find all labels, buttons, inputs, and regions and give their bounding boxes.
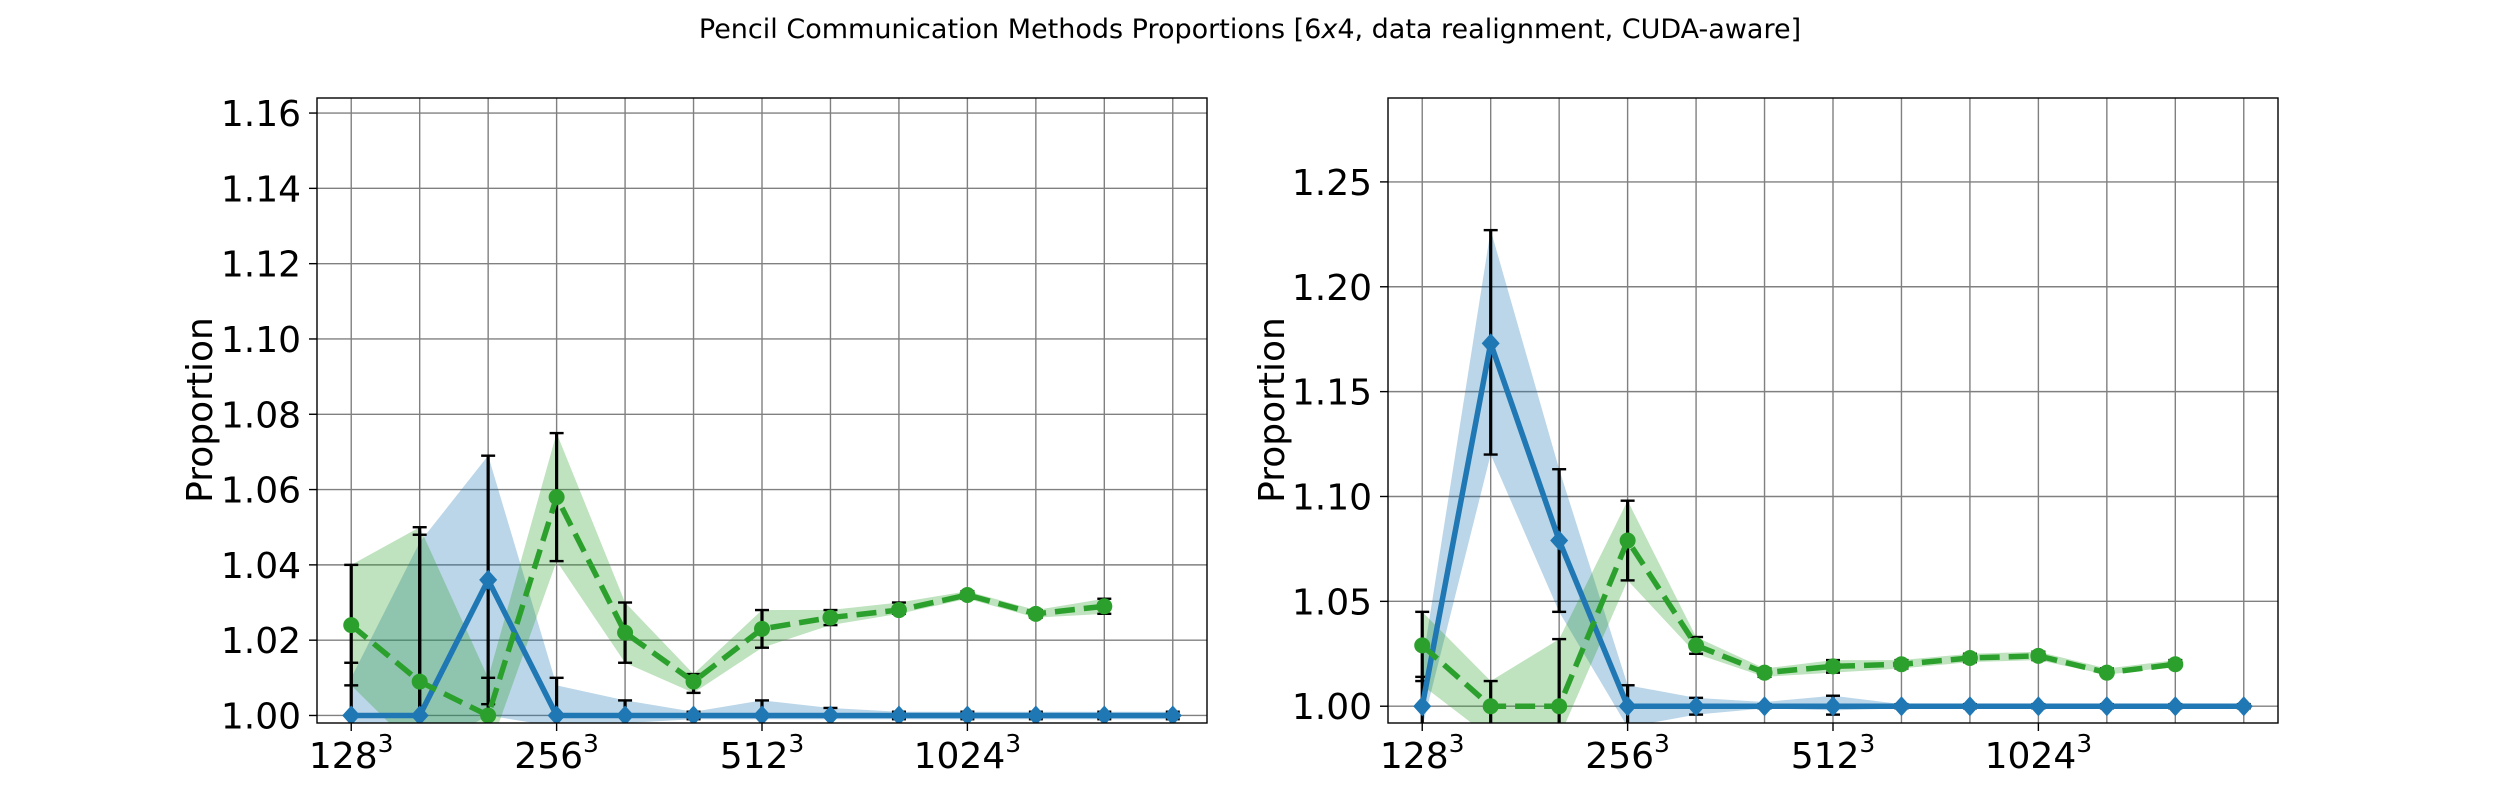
right-blue-data-point: [1824, 696, 1842, 717]
left-y-tick-label: 1.10: [221, 320, 301, 361]
left-blue-data-point: [958, 705, 977, 723]
right-green-data-point: [1688, 637, 1705, 654]
right-blue-data-point: [1413, 696, 1432, 717]
left-blue-data-point: [547, 705, 566, 723]
right-y-axis-label: Proportion: [1252, 317, 1293, 503]
left-y-tick-label: 1.12: [221, 245, 301, 286]
left-plot-area: [342, 431, 1182, 723]
right-green-error-bar: [1552, 637, 1567, 723]
left-x-tick-label: 2563: [514, 729, 599, 777]
left-y-tick-label: 1.08: [221, 395, 301, 436]
right-x-tick-label: 1283: [1380, 729, 1465, 777]
right-y-tick-label: 1.25: [1292, 163, 1372, 204]
left-blue-data-point: [1026, 705, 1045, 723]
left-green-data-point: [1096, 598, 1113, 615]
left-y-axis-label: Proportion: [180, 317, 221, 503]
left-green-data-point: [617, 624, 634, 641]
left-blue-confidence-band: [351, 455, 1173, 723]
right-blue-data-point: [2029, 696, 2048, 717]
right-green-data-point: [1414, 637, 1431, 654]
left-green-data-point: [480, 707, 497, 723]
right-x-tick-label: 10243: [1985, 729, 2093, 777]
right-blue-data-point: [2234, 696, 2253, 717]
left-y-tick-label: 1.00: [221, 696, 301, 737]
right-green-data-point: [1756, 664, 1773, 681]
left-x-tick-label: 1283: [309, 729, 394, 777]
right-subplot: 1.00 1.05 1.10 1.15 1.20 1.25 1283 2563 5123 1024…: [1252, 97, 2279, 777]
right-green-data-point: [1619, 532, 1636, 549]
left-green-data-point: [411, 673, 428, 690]
left-green-confidence-band: [351, 433, 1105, 723]
left-blue-data-point: [1095, 705, 1114, 723]
left-green-data-point: [548, 489, 565, 506]
right-blue-data-point: [1550, 530, 1569, 551]
figure-title: Pencil Communication Methods Proportions…: [699, 14, 1801, 45]
left-ticks: 1.00 1.02 1.04 1.06 1.08 1.10 1.12 1.14 1.16 1283…: [221, 94, 1021, 777]
left-green-error-bar: [412, 526, 427, 723]
right-green-data-point: [1825, 658, 1841, 675]
left-subplot: 1.00 1.02 1.04 1.06 1.08 1.10 1.12 1.14 1.16 1283…: [180, 94, 1208, 777]
left-x-tick-label: 5123: [720, 729, 805, 777]
right-green-series-line: [1420, 537, 2176, 709]
right-blue-data-point: [2097, 696, 2116, 717]
left-blue-data-point: [410, 705, 429, 723]
left-green-data-point: [1027, 605, 1044, 622]
left-green-data-point: [343, 617, 360, 634]
left-green-data-point: [685, 673, 702, 690]
right-green-data-point: [1893, 656, 1910, 673]
right-blue-data-point: [2166, 696, 2185, 717]
left-green-data-point: [959, 586, 976, 603]
right-blue-data-point: [1755, 696, 1774, 717]
left-green-data-point: [890, 602, 907, 619]
right-plot-area: [1413, 228, 2253, 723]
right-green-data-point: [1482, 698, 1499, 715]
left-blue-data-point: [342, 705, 361, 723]
right-green-data-point: [2030, 647, 2047, 664]
right-blue-data-point: [1481, 333, 1500, 354]
left-blue-data-point: [616, 705, 635, 723]
left-y-tick-label: 1.06: [221, 471, 301, 512]
right-green-data-point: [1551, 698, 1568, 715]
right-ticks: 1.00 1.05 1.10 1.15 1.20 1.25 1283 2563 5123 1024…: [1292, 163, 2092, 777]
left-blue-data-point: [684, 705, 703, 723]
right-green-data-point: [2167, 656, 2184, 673]
left-green-data-point: [822, 609, 839, 626]
left-y-tick-label: 1.16: [221, 94, 301, 135]
right-y-tick-label: 1.15: [1292, 373, 1372, 414]
left-x-tick-label: 10243: [914, 729, 1022, 777]
right-blue-data-point: [1892, 696, 1911, 717]
left-blue-data-point: [753, 705, 771, 723]
right-green-confidence-band: [1422, 500, 2176, 723]
left-blue-data-point: [479, 569, 498, 590]
right-blue-confidence-band: [1422, 230, 2244, 723]
right-x-tick-label: 5123: [1791, 729, 1876, 777]
right-y-tick-label: 1.10: [1292, 477, 1372, 518]
right-y-tick-label: 1.05: [1292, 582, 1372, 623]
right-blue-data-point: [1960, 696, 1979, 717]
right-blue-data-point: [1618, 696, 1637, 717]
left-y-tick-label: 1.02: [221, 621, 301, 662]
right-y-tick-label: 1.00: [1292, 687, 1372, 728]
left-blue-data-point: [889, 705, 908, 723]
right-x-tick-label: 2563: [1585, 729, 1670, 777]
right-green-data-point: [2098, 664, 2115, 681]
left-blue-data-point: [821, 705, 840, 723]
left-green-series-line: [349, 494, 1105, 719]
left-blue-data-point: [1163, 705, 1182, 723]
left-green-data-point: [754, 620, 770, 637]
right-green-data-point: [1961, 649, 1978, 666]
left-y-tick-label: 1.04: [221, 546, 301, 587]
left-y-tick-label: 1.14: [221, 169, 301, 210]
right-y-tick-label: 1.20: [1292, 268, 1372, 309]
right-blue-data-point: [1687, 696, 1706, 717]
